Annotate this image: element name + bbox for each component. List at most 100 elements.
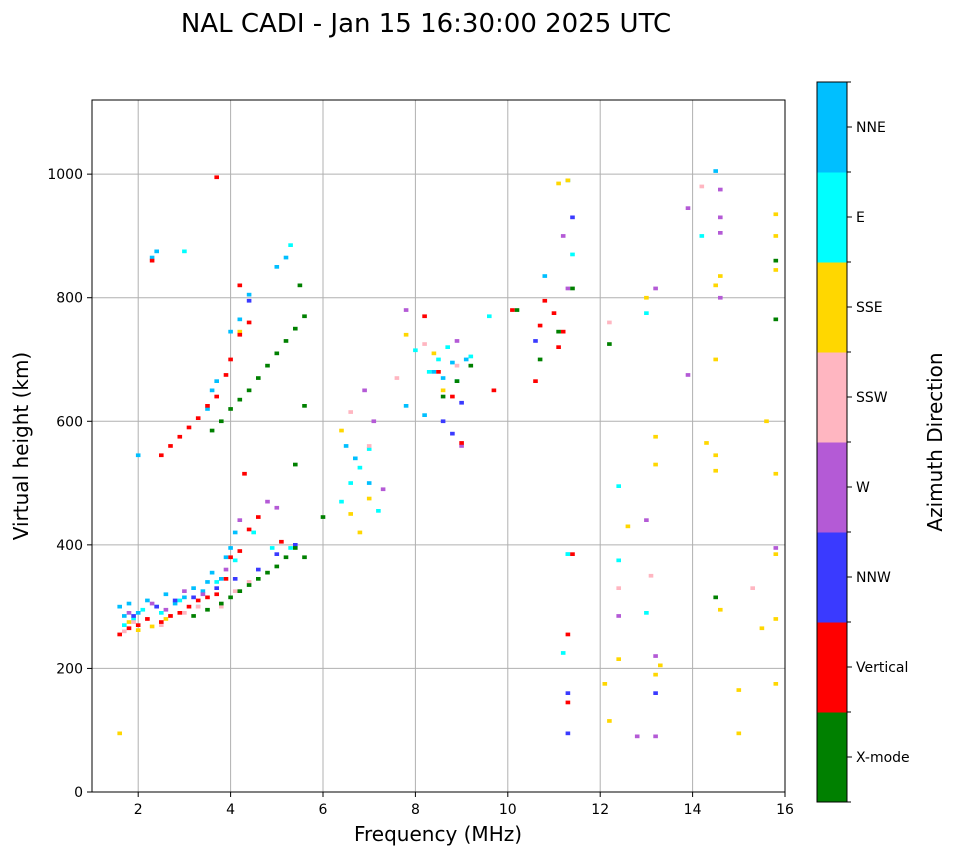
echo-point-sse <box>653 672 658 677</box>
echo-point-vertical <box>195 598 201 603</box>
echo-point-e <box>182 249 187 254</box>
echo-point-vertical <box>135 623 141 627</box>
echo-point-nne <box>205 407 210 411</box>
echo-point-vertical <box>422 314 427 319</box>
echo-point-nne <box>422 413 427 417</box>
echo-point-nnw <box>565 691 571 695</box>
colorbar-tick-label: SSE <box>856 300 883 316</box>
echo-point-x-mode <box>237 397 243 402</box>
echo-point-x-mode <box>320 515 326 519</box>
echo-point-ssw <box>616 586 621 590</box>
colorbar-segment-nne <box>817 82 847 173</box>
echo-point-sse <box>713 453 718 458</box>
echo-point-sse <box>644 295 649 300</box>
echo-point-sse <box>163 617 169 621</box>
echo-point-w <box>362 388 367 393</box>
echo-point-e <box>644 611 649 615</box>
echo-point-nne <box>154 249 159 254</box>
echo-point-nnw <box>232 577 238 581</box>
echo-point-x-mode <box>246 388 252 393</box>
echo-point-w <box>459 444 464 448</box>
colorbar-segment-x-mode <box>817 712 847 803</box>
echo-point-nnw <box>440 419 446 424</box>
echo-point-vertical <box>556 345 561 349</box>
echo-point-w <box>126 611 132 615</box>
echo-point-vertical <box>242 471 247 476</box>
echo-point-x-mode <box>773 317 779 322</box>
echo-point-e <box>357 465 363 470</box>
echo-point-x-mode <box>246 583 252 587</box>
echo-point-e <box>339 499 344 504</box>
echo-point-sse <box>704 441 709 445</box>
x-tick-label: 12 <box>591 802 609 818</box>
echo-point-vertical <box>537 323 543 328</box>
echo-points <box>117 169 779 739</box>
echo-point-nnw <box>653 691 658 695</box>
echo-point-w <box>380 487 386 492</box>
echo-point-w <box>644 518 649 522</box>
echo-point-vertical <box>570 552 575 556</box>
echo-point-sse <box>736 731 742 736</box>
echo-point-vertical <box>533 379 538 383</box>
echo-point-w <box>653 286 658 291</box>
echo-point-vertical <box>237 332 243 337</box>
echo-point-vertical <box>126 626 132 631</box>
echo-point-nne <box>205 580 210 584</box>
echo-point-sse <box>713 357 718 362</box>
echo-point-w <box>718 231 723 235</box>
echo-point-x-mode <box>514 308 520 312</box>
echo-point-x-mode <box>556 329 561 334</box>
echo-point-w <box>265 499 270 504</box>
echo-point-sse <box>556 181 561 186</box>
echo-point-w <box>163 607 169 612</box>
echo-point-nne <box>463 357 469 362</box>
echo-point-vertical <box>436 370 441 374</box>
echo-point-nnw <box>459 400 464 405</box>
echo-point-nne <box>366 481 372 485</box>
echo-point-nnw <box>191 595 196 600</box>
echo-point-e <box>376 509 381 513</box>
x-tick-label: 4 <box>226 802 235 818</box>
echo-point-e <box>565 552 571 556</box>
echo-point-x-mode <box>265 363 270 368</box>
echo-point-x-mode <box>302 555 307 560</box>
echo-point-x-mode <box>256 577 261 581</box>
echo-point-vertical <box>186 425 192 430</box>
echo-point-nne <box>163 592 169 597</box>
echo-point-vertical <box>214 592 219 597</box>
echo-point-vertical <box>450 394 455 399</box>
echo-point-x-mode <box>468 363 474 368</box>
echo-point-ssw <box>219 604 224 609</box>
echo-point-w <box>685 373 691 377</box>
echo-point-sse <box>431 351 437 356</box>
echo-point-w <box>685 206 691 210</box>
echo-point-nne <box>440 376 446 380</box>
colorbar-segment-ssw <box>817 352 847 443</box>
echo-point-sse <box>607 719 612 723</box>
echo-point-x-mode <box>607 342 612 346</box>
echo-point-ssw <box>232 589 238 593</box>
x-tick-label: 10 <box>499 802 517 818</box>
chart-title: NAL CADI - Jan 15 16:30:00 2025 UTC <box>181 9 671 39</box>
echo-point-vertical <box>223 373 229 377</box>
echo-point-w <box>223 567 229 572</box>
echo-point-sse <box>718 607 723 612</box>
echo-point-nne <box>237 317 243 322</box>
echo-point-sse <box>616 657 621 661</box>
y-tick-label: 400 <box>56 538 83 554</box>
plot-area <box>92 100 785 792</box>
echo-point-sse <box>773 471 779 476</box>
echo-point-sse <box>773 212 779 217</box>
echo-point-x-mode <box>713 595 718 600</box>
echo-point-nne <box>172 601 178 606</box>
echo-point-vertical <box>565 700 571 705</box>
echo-point-sse <box>773 268 779 272</box>
echo-point-ssw <box>159 623 164 627</box>
colorbar-tick-label: X-mode <box>856 750 910 766</box>
echo-point-x-mode <box>773 258 779 263</box>
echo-point-sse <box>565 178 571 183</box>
echo-point-e <box>436 357 441 362</box>
echo-point-nne <box>232 530 238 535</box>
echo-point-w <box>149 601 155 606</box>
echo-point-sse <box>440 388 446 393</box>
